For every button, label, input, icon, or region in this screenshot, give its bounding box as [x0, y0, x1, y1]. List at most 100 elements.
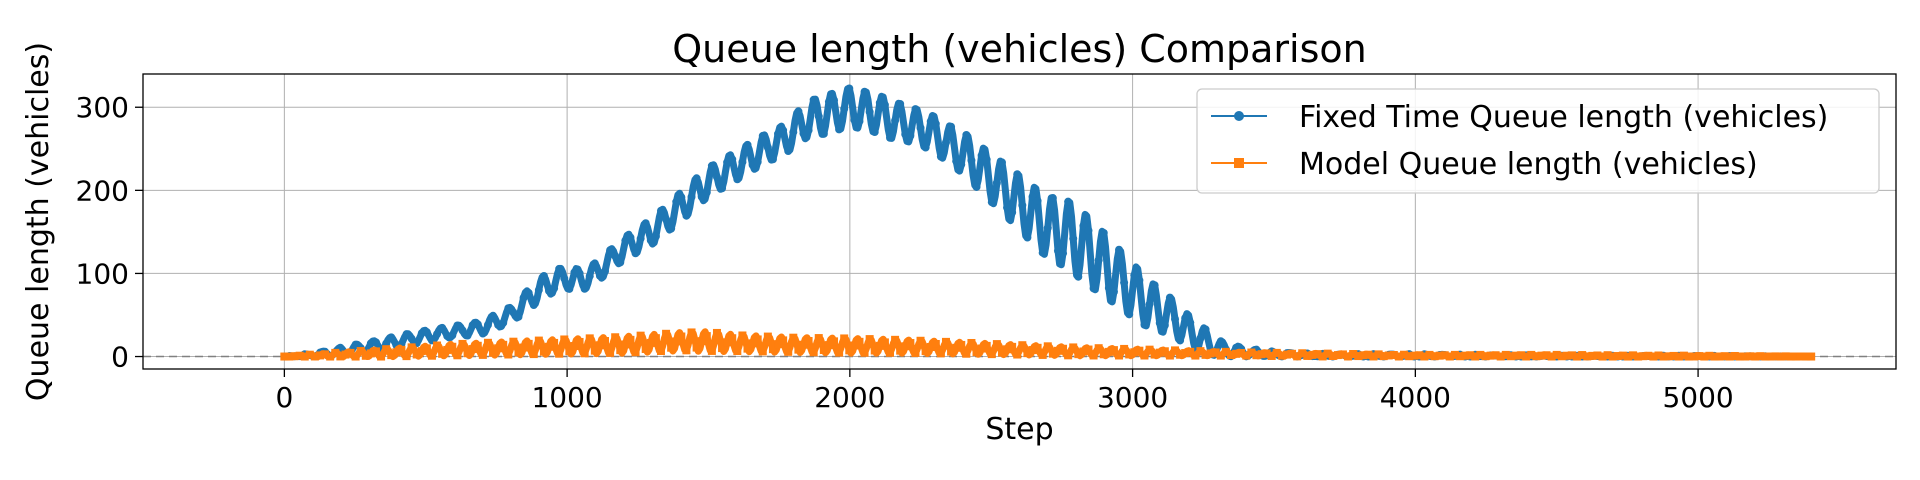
data-point: [809, 95, 818, 104]
data-point: [1242, 351, 1251, 360]
data-point: [371, 338, 380, 347]
data-point: [321, 350, 330, 359]
data-point: [310, 352, 319, 361]
data-point: [1695, 352, 1704, 361]
data-point: [911, 105, 920, 114]
data-point: [458, 339, 467, 348]
data-point: [1756, 352, 1765, 361]
data-point: [1700, 352, 1709, 361]
data-point: [911, 348, 920, 357]
data-point: [641, 344, 650, 353]
data-point: [845, 84, 854, 93]
data-point: [555, 264, 564, 273]
data-point: [1501, 350, 1510, 359]
data-point: [1425, 350, 1434, 359]
data-point: [1690, 352, 1699, 361]
data-point: [702, 188, 711, 197]
data-point: [987, 198, 996, 207]
data-point: [1369, 352, 1378, 361]
data-point: [656, 347, 665, 356]
data-point: [819, 346, 828, 355]
series-model: [280, 328, 1816, 361]
data-point: [1338, 350, 1347, 359]
data-point: [1211, 348, 1220, 357]
data-point: [774, 340, 783, 349]
data-point: [906, 131, 915, 140]
data-point: [921, 143, 930, 152]
data-point: [1165, 351, 1174, 360]
data-point: [560, 335, 569, 344]
data-point: [356, 347, 365, 356]
data-point: [529, 301, 538, 310]
data-point: [1588, 351, 1597, 360]
data-point: [565, 284, 574, 293]
data-point: [1517, 351, 1526, 360]
data-point: [473, 320, 482, 329]
data-point: [1618, 351, 1627, 360]
data-point: [336, 352, 345, 361]
data-point: [1216, 337, 1225, 346]
data-point: [1109, 346, 1118, 355]
x-tick-label: 5000: [1662, 381, 1733, 414]
y-tick-label: 0: [111, 341, 129, 374]
data-point: [550, 284, 559, 293]
data-point: [1430, 352, 1439, 361]
data-point: [1135, 346, 1144, 355]
data-point: [1064, 197, 1073, 206]
data-point: [1181, 349, 1190, 358]
data-point: [941, 138, 950, 147]
data-point: [723, 338, 732, 347]
data-point: [651, 232, 660, 241]
data-point: [1313, 350, 1322, 359]
data-point: [590, 259, 599, 268]
data-point: [1201, 325, 1210, 334]
data-point: [1059, 344, 1068, 353]
legend-label: Fixed Time Queue length (vehicles): [1299, 100, 1828, 135]
data-point: [1730, 351, 1739, 360]
data-point: [590, 346, 599, 355]
data-point: [595, 341, 604, 350]
data-point: [733, 347, 742, 356]
data-point: [1252, 351, 1261, 360]
data-point: [1746, 352, 1755, 361]
data-point: [840, 104, 849, 113]
data-point: [585, 272, 594, 281]
data-point: [326, 352, 335, 361]
data-point: [830, 337, 839, 346]
data-point: [870, 128, 879, 137]
data-point: [880, 338, 889, 347]
data-point: [1140, 320, 1149, 329]
data-point: [601, 267, 610, 276]
data-point: [1094, 256, 1103, 265]
data-point: [545, 342, 554, 351]
data-point: [1593, 351, 1602, 360]
data-point: [300, 352, 309, 361]
data-point: [728, 155, 737, 164]
data-point: [641, 219, 650, 228]
data-point: [1506, 352, 1515, 361]
data-point: [295, 351, 304, 360]
data-point: [972, 182, 981, 191]
data-point: [967, 156, 976, 165]
data-point: [952, 343, 961, 352]
data-point: [1272, 348, 1281, 357]
data-point: [1328, 351, 1337, 360]
data-point: [1552, 350, 1561, 359]
data-point: [361, 351, 370, 360]
data-point: [438, 349, 447, 358]
data-point: [504, 350, 513, 359]
data-point: [753, 157, 762, 166]
y-tick-label: 200: [76, 174, 129, 207]
data-point: [987, 350, 996, 359]
data-point: [1033, 343, 1042, 352]
data-point: [1511, 351, 1520, 360]
legend-marker-circle: [1234, 111, 1244, 121]
data-point: [1293, 352, 1302, 361]
data-point: [1440, 351, 1449, 360]
data-point: [936, 152, 945, 161]
data-point: [1181, 314, 1190, 323]
data-point: [1776, 352, 1785, 361]
data-point: [733, 175, 742, 184]
data-point: [621, 340, 630, 349]
data-point: [565, 347, 574, 356]
